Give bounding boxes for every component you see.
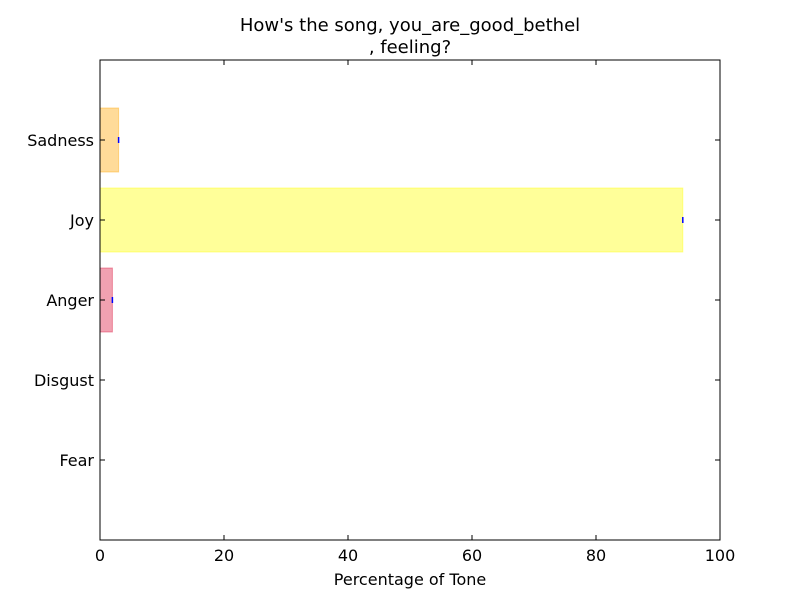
x-tick-label-60: 60 — [462, 546, 482, 565]
chart-title-line-1: How's the song, you_are_good_bethel — [240, 15, 580, 36]
x-axis-label: Percentage of Tone — [334, 570, 486, 589]
error-bars — [111, 137, 684, 303]
x-tick-label-20: 20 — [214, 546, 234, 565]
plot-area-frame — [99, 59, 721, 541]
x-tick-label-0: 0 — [95, 546, 105, 565]
x-tick-label-40: 40 — [338, 546, 358, 565]
x-tick-label-100: 100 — [705, 546, 736, 565]
chart-title: How's the song, you_are_good_bethel , fe… — [240, 15, 580, 58]
bars — [99, 107, 684, 333]
y-tick-label-joy: Joy — [69, 211, 94, 230]
y-tick-label-disgust: Disgust — [34, 371, 94, 390]
y-tick-label-anger: Anger — [46, 291, 94, 310]
x-axis-ticks: 0 20 40 60 80 100 — [95, 60, 735, 565]
bar-joy — [99, 187, 684, 253]
chart-title-line-2: , feeling? — [369, 37, 451, 58]
y-axis-ticks: Fear Disgust Anger Joy Sadness — [27, 131, 720, 470]
x-tick-label-80: 80 — [586, 546, 606, 565]
y-tick-label-fear: Fear — [59, 451, 94, 470]
y-tick-label-sadness: Sadness — [27, 131, 94, 150]
